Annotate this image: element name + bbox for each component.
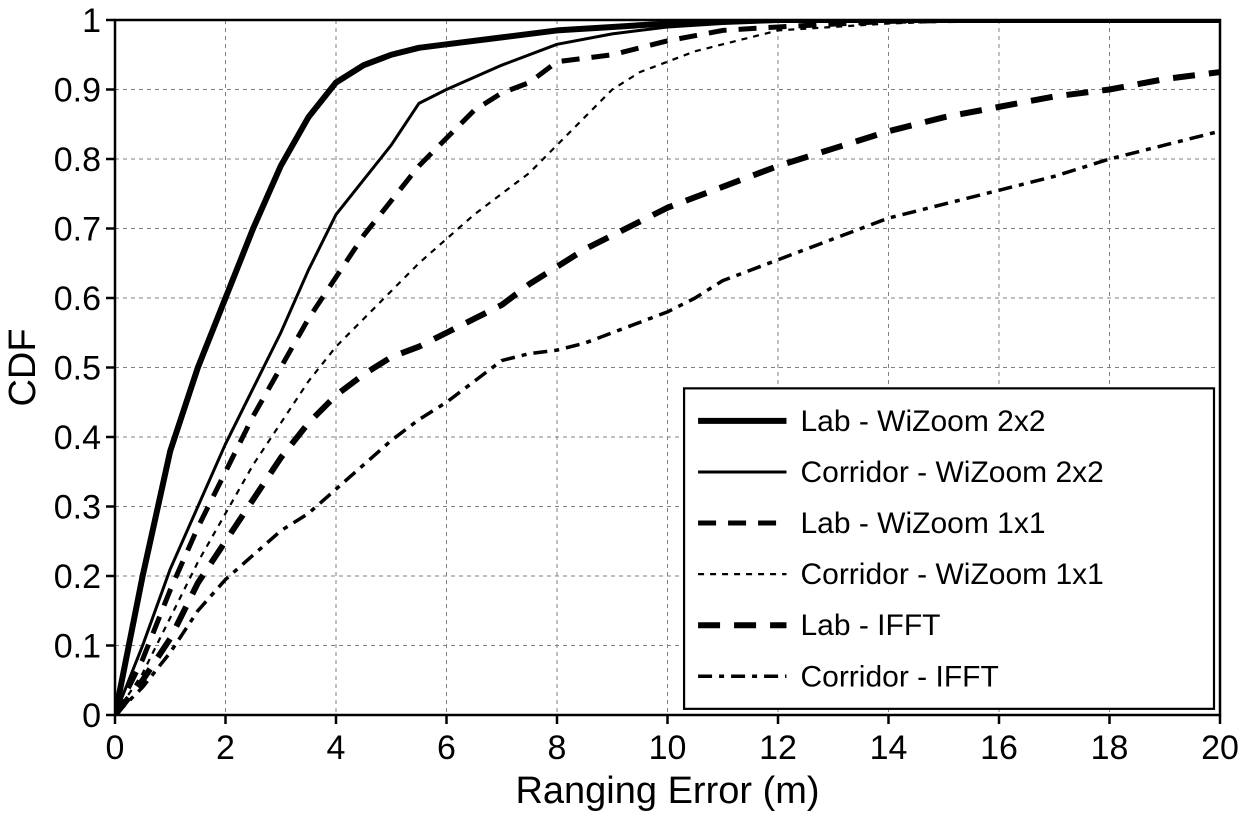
x-tick-label: 20 [1201, 729, 1239, 767]
y-tick-label: 1 [82, 2, 101, 40]
x-tick-label: 6 [437, 729, 456, 767]
y-tick-label: 0.5 [54, 350, 101, 388]
y-tick-label: 0.9 [54, 72, 101, 110]
legend: Lab - WiZoom 2x2 Corridor - WiZoom 2x2 Lab… [684, 388, 1214, 708]
x-axis-label: Ranging Error (m) [515, 770, 819, 812]
y-tick-label: 0.4 [54, 419, 101, 457]
x-tick-label: 10 [649, 729, 687, 767]
legend-label: Corridor - WiZoom 1x1 [800, 558, 1103, 591]
y-tick-label: 0.6 [54, 280, 101, 318]
x-tick-label: 12 [759, 729, 797, 767]
y-tick-label: 0.3 [54, 489, 101, 527]
chart-svg: 0 2 4 6 8 10 12 14 16 18 20 0 0.1 0.2 0.3 0.4 0.5 0.6 0.7 0… [0, 0, 1240, 815]
y-tick-label: 0.1 [54, 628, 101, 666]
y-axis-label: CDF [2, 328, 44, 406]
y-tick-label: 0 [82, 697, 101, 735]
x-tick-label: 18 [1091, 729, 1129, 767]
y-tick-label: 0.8 [54, 141, 101, 179]
legend-label: Corridor - WiZoom 2x2 [800, 456, 1103, 489]
y-tick-label: 0.7 [54, 211, 101, 249]
x-tick-label: 2 [216, 729, 235, 767]
x-tick-label: 14 [870, 729, 908, 767]
legend-label: Corridor - IFFT [800, 660, 998, 693]
x-tick-label: 8 [548, 729, 567, 767]
legend-label: Lab - IFFT [800, 609, 940, 642]
legend-label: Lab - WiZoom 1x1 [800, 507, 1045, 540]
legend-label: Lab - WiZoom 2x2 [800, 405, 1045, 438]
x-tick-label: 4 [327, 729, 346, 767]
cdf-chart: 0 2 4 6 8 10 12 14 16 18 20 0 0.1 0.2 0.3 0.4 0.5 0.6 0.7 0… [0, 0, 1240, 815]
y-tick-label: 0.2 [54, 558, 101, 596]
x-tick-label: 16 [980, 729, 1018, 767]
x-tick-label: 0 [106, 729, 125, 767]
